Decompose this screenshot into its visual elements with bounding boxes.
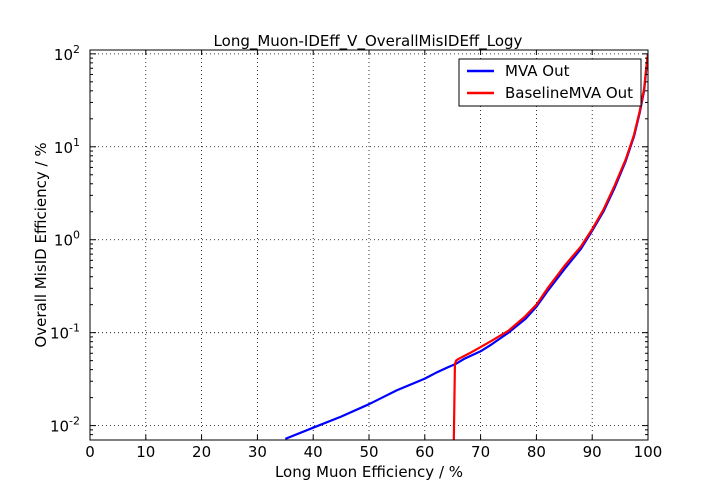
x-tick-label: 70 — [471, 443, 490, 461]
x-tick-label: 60 — [415, 443, 434, 461]
chart-title: Long_Muon-IDEff_V_OverallMisIDEff_Logy — [214, 32, 523, 51]
series-line-baselinemva-out — [452, 53, 648, 440]
y-tick-label: 102 — [54, 43, 80, 64]
x-tick-label: 0 — [85, 443, 95, 461]
x-tick-label: 40 — [304, 443, 323, 461]
y-tick-label: 101 — [54, 136, 80, 157]
x-tick-label: 90 — [583, 443, 602, 461]
x-tick-label: 100 — [634, 443, 663, 461]
y-tick-label: 10-1 — [50, 322, 80, 343]
x-tick-label: 30 — [248, 443, 267, 461]
x-tick-label: 50 — [359, 443, 378, 461]
y-axis-title: Overall MisID Efficiency / % — [32, 142, 50, 347]
x-tick-label: 80 — [527, 443, 546, 461]
y-tick-label: 10-2 — [50, 415, 80, 436]
x-axis-title: Long Muon Efficiency / % — [275, 463, 463, 481]
legend: MVA Out BaselineMVA Out — [458, 58, 642, 107]
legend-label-mva-out: MVA Out — [505, 62, 570, 80]
y-tick-label: 100 — [54, 229, 80, 250]
legend-label-baselinemva-out: BaselineMVA Out — [505, 84, 633, 102]
legend-box — [458, 58, 642, 107]
x-tick-label: 20 — [192, 443, 211, 461]
x-tick-label: 10 — [136, 443, 155, 461]
